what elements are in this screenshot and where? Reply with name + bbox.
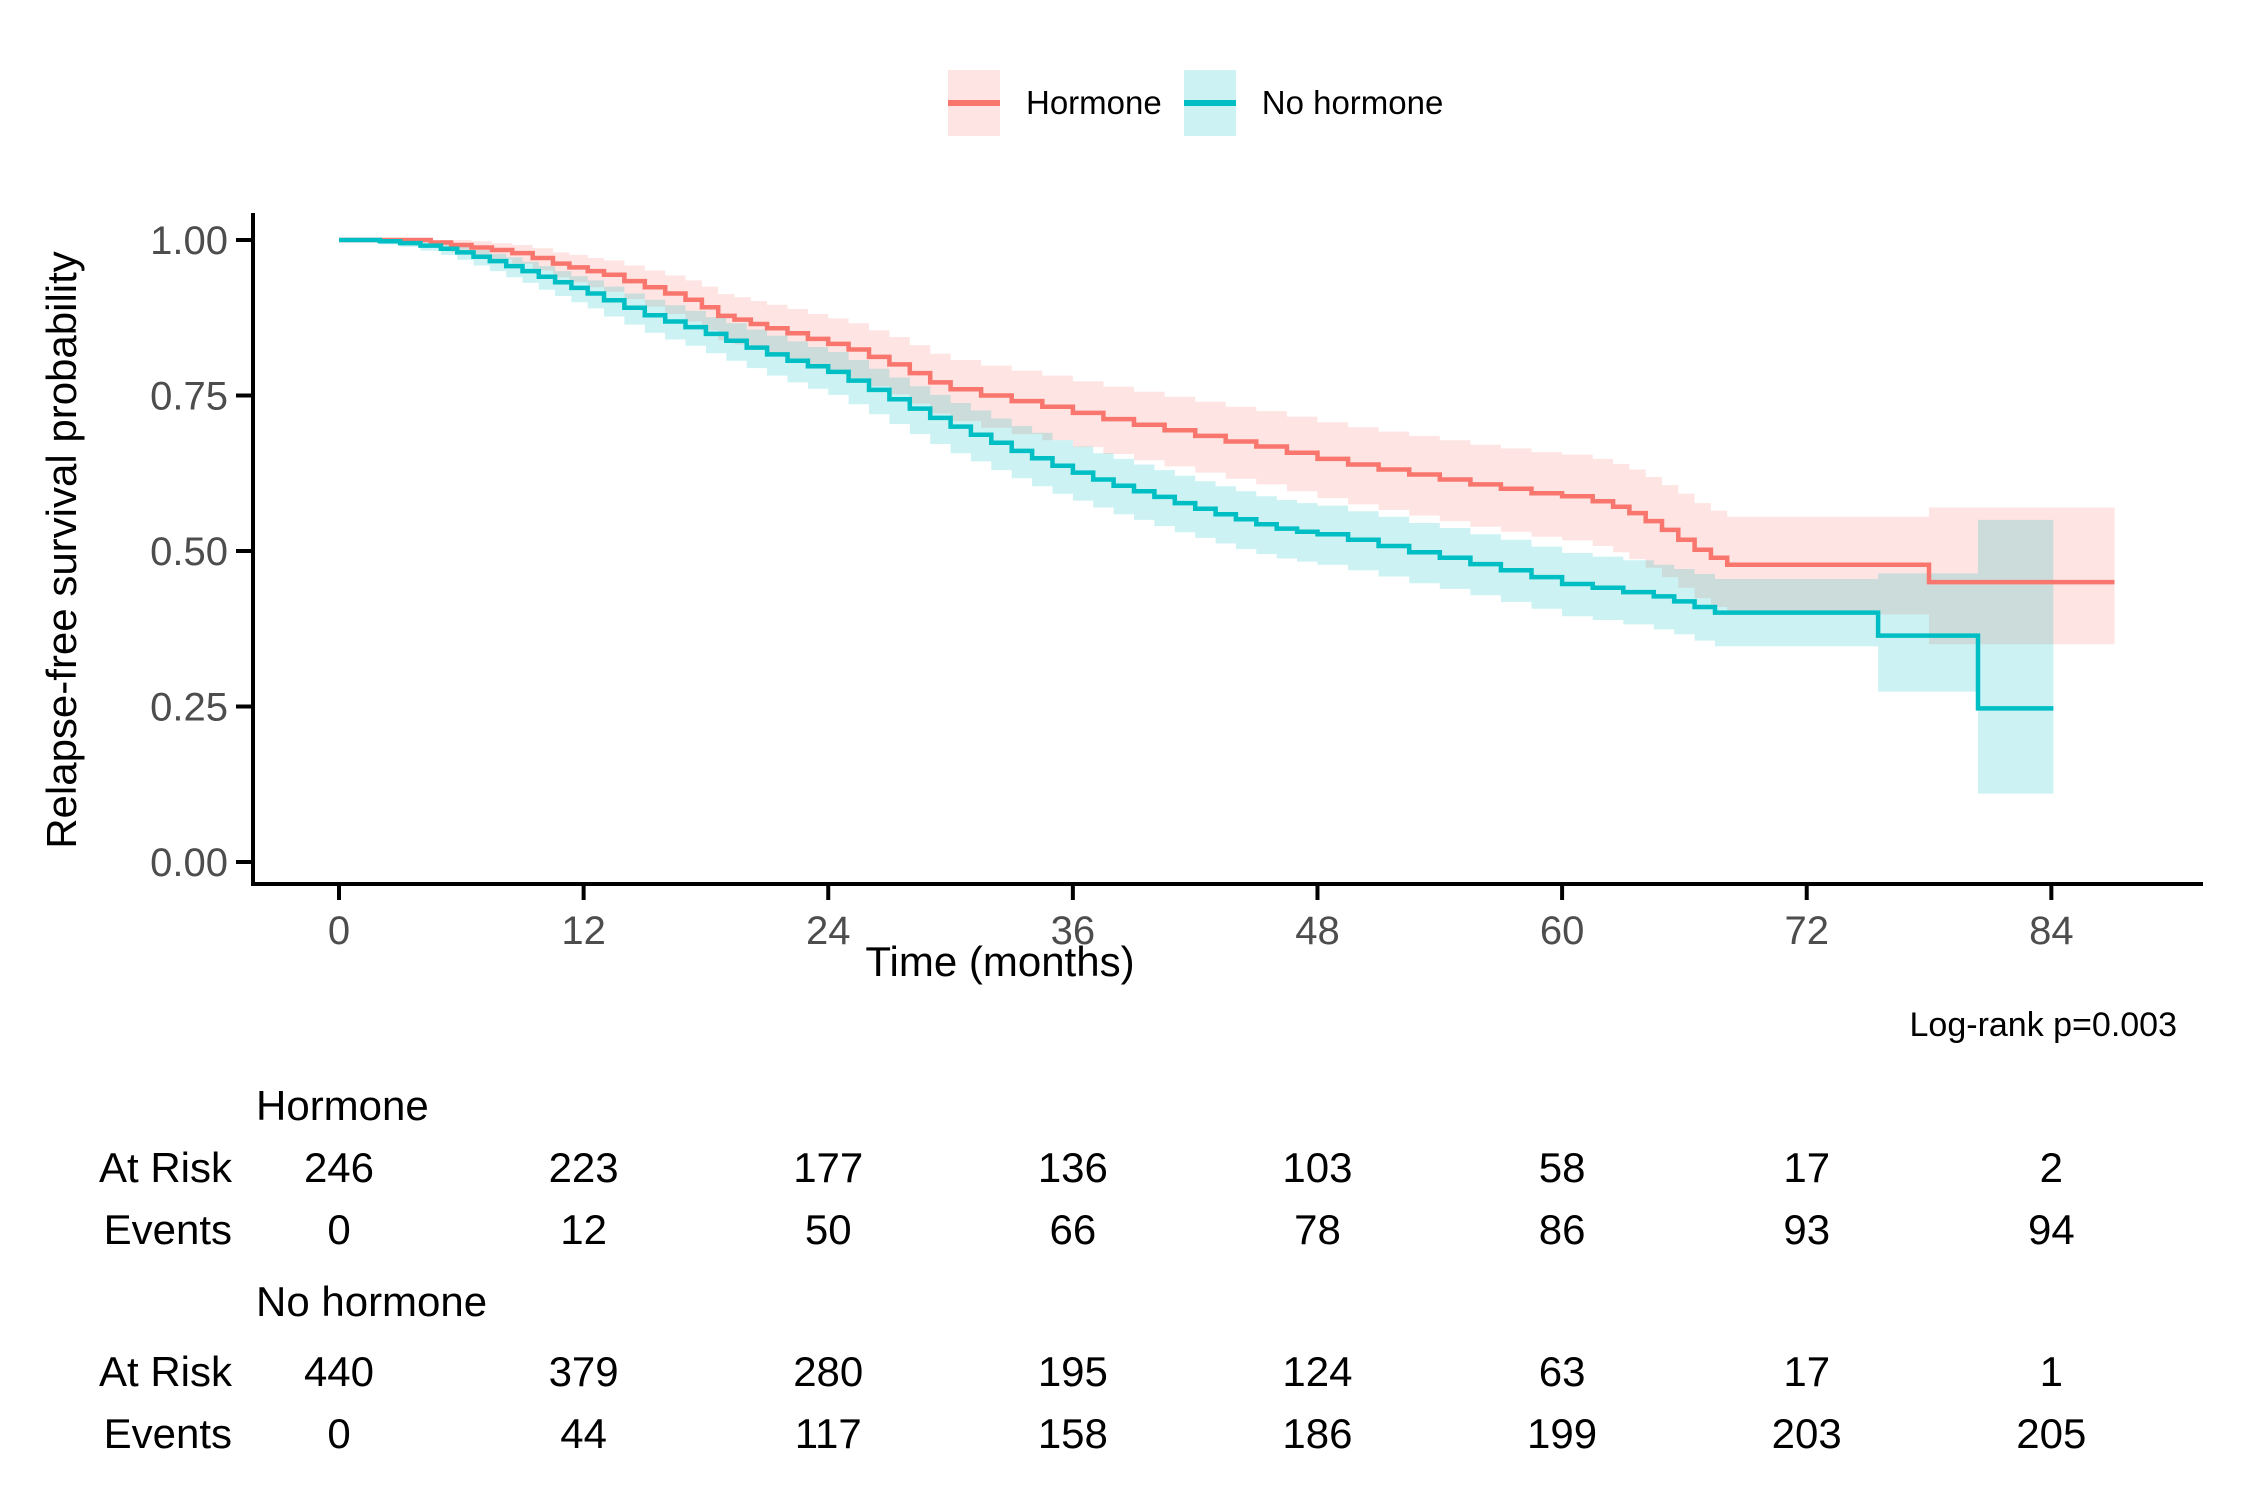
risk-table-value: 280: [793, 1348, 864, 1395]
risk-table-row: Events 0 44 117 158 186 199 203 205: [0, 1408, 2250, 1460]
risk-table-value: 86: [1538, 1206, 1586, 1253]
survival-curves: [339, 237, 2115, 711]
risk-table-value: 66: [1049, 1206, 1097, 1253]
risk-table-value: 1: [2039, 1348, 2063, 1395]
y-tick-label: 0.25: [150, 686, 228, 730]
y-tick-label: 0.00: [150, 841, 228, 885]
risk-table-value: 17: [1783, 1144, 1831, 1191]
x-axis-title: Time (months): [865, 938, 1135, 985]
no-hormone-key-icon: [1183, 70, 1236, 136]
risk-table-value: 44: [560, 1410, 607, 1457]
x-tick-label: 84: [2029, 909, 2074, 953]
risk-table-value: 117: [794, 1410, 862, 1457]
hormone-curve: [339, 237, 2115, 585]
risk-table-value: 440: [303, 1348, 375, 1395]
confidence-bands: [339, 240, 2115, 794]
risk-table-row: At Risk 246 223 177 136 103 58 17 2: [0, 1142, 2250, 1194]
risk-table-value: 0: [327, 1206, 351, 1253]
risk-table-value: 93: [1783, 1206, 1831, 1253]
risk-table-value: 223: [548, 1144, 619, 1191]
log-rank-annotation: Log-rank p=0.003: [1909, 1006, 2177, 1044]
row-label: At Risk: [98, 1348, 232, 1395]
risk-table-row: At Risk 440 379 280 195 124 63 17 1: [0, 1346, 2250, 1398]
risk-table-value: 12: [560, 1206, 607, 1253]
axes: 0 12 24 36 48 60 72 84 0.00 0.25 0.50 0.75 1.00: [150, 213, 2203, 953]
risk-table-value: 2: [2039, 1144, 2063, 1191]
risk-table-value: 203: [1771, 1410, 1842, 1457]
legend-item-no-hormone: No hormone: [1183, 70, 1444, 136]
risk-table-value: 58: [1538, 1144, 1586, 1191]
x-tick-label: 60: [1540, 909, 1585, 953]
no-hormone-curve: [339, 237, 2054, 711]
risk-table-value: 158: [1037, 1410, 1108, 1457]
x-tick-label: 72: [1784, 909, 1829, 953]
risk-table-value: 246: [303, 1144, 375, 1191]
y-tick-label: 1.00: [150, 219, 228, 263]
risk-table-row: Events 0 12 50 66 78 86 93 94: [0, 1204, 2250, 1256]
legend: Hormone No hormone: [948, 70, 1443, 136]
risk-table-value: 50: [804, 1206, 852, 1253]
risk-table-group-header: No hormone: [256, 1278, 488, 1325]
legend-item-hormone: Hormone: [948, 70, 1162, 136]
hormone-key-icon: [948, 70, 1000, 136]
no-hormone-ci-band: [339, 240, 2054, 794]
row-label: Events: [103, 1206, 232, 1253]
y-tick-label: 0.75: [150, 375, 228, 419]
no-hormone-key-line-icon: [1183, 100, 1236, 106]
y-tick-label: 0.50: [150, 530, 228, 574]
x-tick-label: 0: [328, 909, 350, 953]
risk-table-value: 186: [1282, 1410, 1353, 1457]
risk-table-value: 103: [1282, 1144, 1353, 1191]
risk-table-value: 199: [1527, 1410, 1598, 1457]
risk-table-value: 195: [1037, 1348, 1108, 1395]
risk-table-value: 205: [2016, 1410, 2087, 1457]
x-tick-label: 48: [1295, 909, 1340, 953]
legend-label-no-hormone: No hormone: [1261, 84, 1444, 121]
row-label: Events: [103, 1410, 232, 1457]
x-tick-label: 24: [806, 909, 851, 953]
risk-table-value: 94: [2027, 1206, 2075, 1253]
risk-table-value: 17: [1783, 1348, 1831, 1395]
risk-table-value: 124: [1282, 1348, 1353, 1395]
legend-label-hormone: Hormone: [1026, 84, 1162, 121]
hormone-key-line-icon: [948, 100, 1000, 106]
x-tick-label: 36: [1051, 909, 1096, 953]
risk-table-value: 177: [793, 1144, 864, 1191]
row-label: At Risk: [98, 1144, 232, 1191]
risk-table-value: 379: [548, 1348, 619, 1395]
risk-table-value: 0: [327, 1410, 351, 1457]
x-tick-label: 12: [561, 909, 606, 953]
risk-table-value: 63: [1538, 1348, 1586, 1395]
risk-table-group-header: Hormone: [256, 1082, 429, 1129]
risk-table-value: 136: [1037, 1144, 1108, 1191]
risk-table-value: 78: [1294, 1206, 1341, 1253]
